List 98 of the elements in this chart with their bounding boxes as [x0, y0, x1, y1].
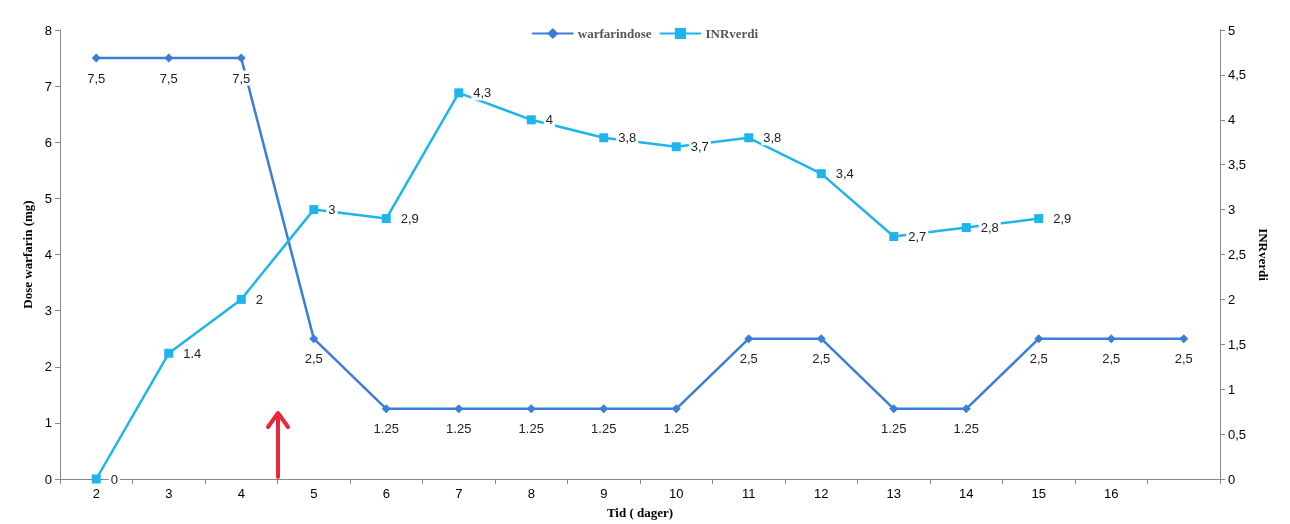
x-tick-label: 5 [310, 486, 318, 501]
data-label: 3,7 [690, 139, 709, 155]
x-tick-label: 15 [1031, 486, 1046, 501]
y2-axis-title: INRverdi [1255, 228, 1271, 282]
x-tick-label: 14 [959, 486, 974, 501]
point [1106, 334, 1116, 344]
y2-tick-label: 1 [1228, 381, 1236, 397]
point [1034, 214, 1044, 224]
y-tick-label: 4 [44, 247, 52, 262]
x-tick-label: 9 [600, 486, 608, 501]
data-label: 7,5 [159, 70, 178, 86]
point [671, 142, 681, 152]
x-tick-label: 10 [669, 486, 684, 501]
x-tick-label: 12 [814, 486, 829, 501]
data-label: 3,4 [835, 166, 854, 182]
point [671, 404, 681, 414]
point [164, 348, 174, 358]
point [381, 404, 391, 414]
y2-tick-label: 4,5 [1228, 67, 1247, 83]
data-label: 1.25 [663, 421, 689, 437]
data-label: 2,5 [812, 351, 831, 367]
point [961, 404, 971, 414]
legend-label: INRverdi [705, 26, 759, 41]
x-tick-label: 7 [455, 486, 463, 501]
y-tick-label: 5 [44, 190, 52, 206]
y-axis-title: Dose warfarin (mg) [19, 200, 35, 309]
data-label: 2,5 [1102, 351, 1121, 367]
data-label: 2 [255, 291, 263, 307]
point [744, 133, 754, 143]
y-tick-label: 7 [44, 78, 52, 94]
x-tick-label: 16 [1104, 486, 1119, 501]
legend-label: warfarindose [577, 26, 652, 41]
point [961, 223, 971, 233]
x-axis-title: Tid ( dager) [606, 505, 674, 520]
point [236, 294, 246, 304]
x-tick-label: 8 [527, 486, 535, 501]
data-label: 7,5 [87, 70, 106, 86]
point [526, 115, 536, 125]
data-label: 2,5 [739, 351, 758, 367]
data-label: 1.4 [183, 345, 202, 361]
x-tick-label: 13 [886, 486, 901, 501]
y-tick-label: 2 [44, 359, 52, 375]
data-label: 2,9 [1053, 211, 1072, 227]
x-tick-label: 2 [92, 486, 100, 501]
point [309, 334, 319, 344]
y2-tick-label: 5 [1228, 22, 1236, 38]
data-label: 4 [545, 112, 553, 128]
point [1179, 334, 1189, 344]
y-tick-label: 8 [44, 22, 52, 38]
data-label: 2,5 [1029, 351, 1048, 367]
point [526, 404, 536, 414]
x-tick-label: 4 [237, 486, 245, 501]
y-tick-label: 0 [44, 471, 52, 487]
y2-tick-label: 1,5 [1228, 336, 1247, 352]
y2-tick-label: 3 [1228, 202, 1236, 218]
point [599, 133, 609, 143]
point [91, 474, 101, 484]
y2-tick-label: 4 [1228, 112, 1236, 128]
y2-tick-label: 0,5 [1228, 426, 1247, 442]
point [1034, 334, 1044, 344]
data-label: 1.25 [373, 421, 399, 437]
point [889, 404, 899, 414]
point [816, 169, 826, 179]
y-tick-label: 1 [44, 415, 52, 431]
point [91, 53, 101, 63]
data-label: 1.25 [953, 421, 979, 437]
point [744, 334, 754, 344]
data-label: 2,7 [908, 229, 927, 245]
data-label: 2,5 [304, 351, 323, 367]
point [816, 334, 826, 344]
x-tick-label: 3 [165, 486, 173, 501]
data-label: 3,8 [618, 130, 637, 146]
data-label: 0 [110, 471, 118, 487]
data-label: 2,5 [1174, 351, 1193, 367]
data-label: 2,8 [980, 220, 999, 236]
point [454, 88, 464, 98]
y-tick-label: 6 [44, 134, 52, 150]
y2-tick-label: 2,5 [1228, 247, 1247, 262]
y2-tick-label: 3,5 [1228, 157, 1247, 173]
x-tick-label: 11 [742, 486, 756, 501]
point [454, 404, 464, 414]
data-label: 7,5 [232, 70, 251, 86]
point [599, 404, 609, 414]
point [309, 205, 319, 215]
data-label: 3 [328, 202, 336, 218]
data-label: 2,9 [400, 211, 419, 227]
y-tick-label: 3 [44, 303, 52, 319]
y2-tick-label: 0 [1228, 471, 1236, 487]
data-label: 3,8 [763, 130, 782, 146]
point [381, 214, 391, 224]
x-tick-label: 6 [382, 486, 390, 501]
data-label: 1.25 [591, 421, 617, 437]
data-label: 1.25 [518, 421, 544, 437]
y2-tick-label: 2 [1228, 291, 1236, 307]
data-label: 1.25 [881, 421, 907, 437]
data-label: 1.25 [446, 421, 472, 437]
data-label: 4,3 [473, 85, 492, 101]
point [889, 232, 899, 242]
